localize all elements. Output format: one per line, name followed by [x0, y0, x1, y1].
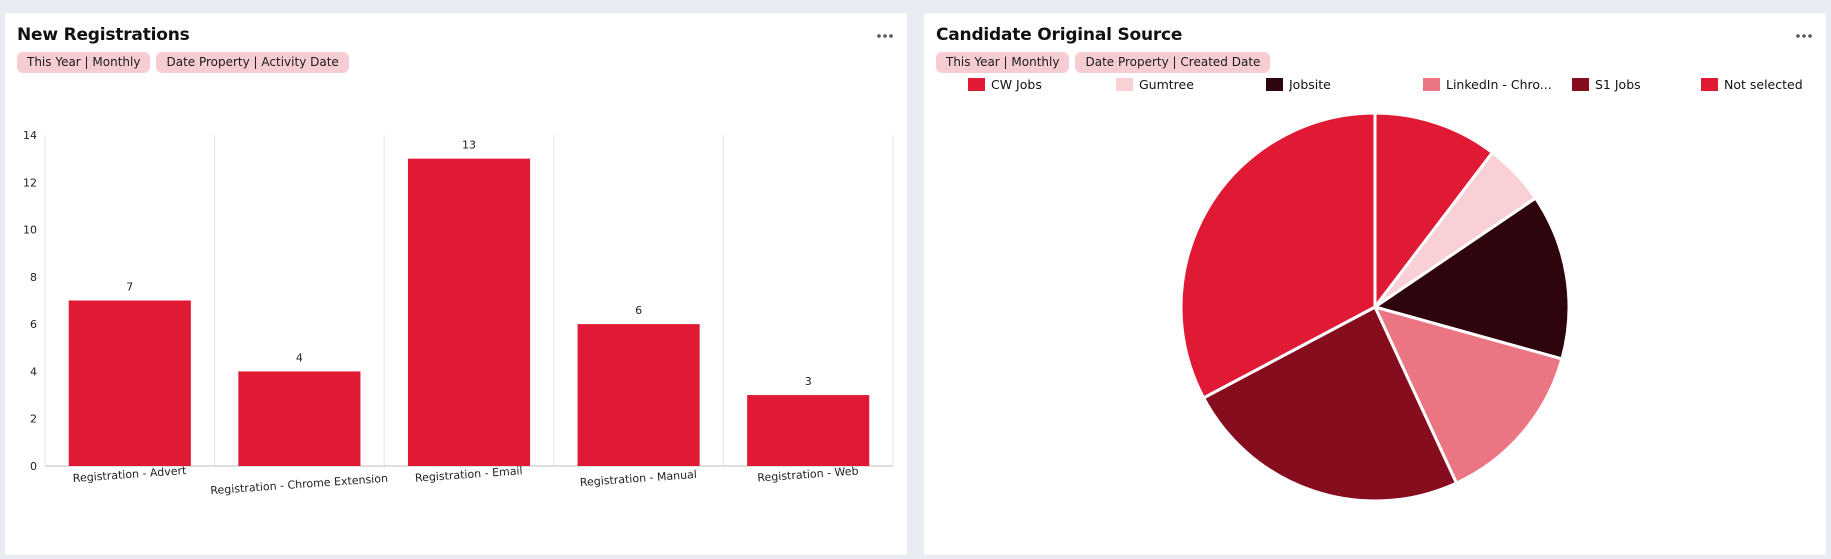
legend-swatch [1116, 78, 1133, 91]
pie-chart [1179, 111, 1571, 503]
legend-label: LinkedIn - Chro... [1446, 77, 1552, 92]
bar-chart: 0 2 4 6 8 10 12 14 7 Registration - Advert 4 Regist… [23, 129, 894, 497]
legend-label: CW Jobs [991, 77, 1042, 92]
legend-item[interactable]: Jobsite [1266, 77, 1331, 92]
y-tick-label: 12 [23, 176, 37, 189]
y-tick-label: 10 [23, 224, 37, 237]
bar[interactable] [68, 300, 191, 467]
date-property-pill[interactable]: Date Property | Created Date [1075, 52, 1271, 73]
legend-item[interactable]: S1 Jobs [1572, 77, 1641, 92]
bar[interactable] [407, 158, 531, 466]
y-tick-label: 0 [30, 460, 37, 473]
legend-swatch [1701, 78, 1718, 91]
bar[interactable] [238, 371, 361, 466]
y-tick-label: 4 [30, 365, 37, 378]
more-options-icon[interactable] [1794, 31, 1814, 41]
legend-swatch [1572, 78, 1589, 91]
legend-swatch [1423, 78, 1440, 91]
filter-pills: This Year | Monthly Date Property | Crea… [936, 52, 1271, 73]
legend-item[interactable]: Gumtree [1116, 77, 1194, 92]
x-tick-label: Registration - Chrome Extension [210, 472, 388, 497]
data-label: 3 [805, 375, 812, 388]
data-label: 4 [296, 351, 303, 364]
x-tick-label: Registration - Advert [72, 464, 187, 485]
data-label: 7 [126, 281, 133, 294]
pie-slice[interactable] [1372, 304, 1564, 486]
x-tick-label: Registration - Manual [579, 468, 697, 489]
pie-legend: CW Jobs Gumtree Jobsite LinkedIn - Chro... S… [968, 77, 1818, 95]
legend-label: Gumtree [1139, 77, 1194, 92]
filter-pills: This Year | Monthly Date Property | Acti… [17, 52, 349, 73]
pie-slice[interactable] [1373, 111, 1495, 312]
pie-slice[interactable] [1201, 304, 1459, 503]
y-tick-label: 14 [23, 129, 37, 142]
card-title: New Registrations [17, 25, 190, 45]
candidate-original-source-card: Candidate Original Source This Year | Mo… [924, 13, 1826, 555]
legend-item[interactable]: Not selected [1701, 77, 1803, 92]
y-tick-label: 8 [30, 271, 37, 284]
bar[interactable] [577, 324, 700, 466]
card-title: Candidate Original Source [936, 25, 1183, 45]
pie-slice[interactable] [1179, 111, 1377, 400]
x-tick-label: Registration - Web [757, 464, 859, 484]
pie-slice[interactable] [1371, 196, 1571, 361]
date-range-pill[interactable]: This Year | Monthly [17, 52, 151, 73]
y-tick-label: 6 [30, 318, 37, 331]
data-label: 13 [462, 139, 476, 152]
data-label: 6 [635, 304, 642, 317]
legend-swatch [968, 78, 985, 91]
x-tick-label: Registration - Email [415, 464, 523, 484]
new-registrations-card: New Registrations This Year | Monthly Da… [5, 13, 907, 555]
legend-item[interactable]: LinkedIn - Chro... [1423, 77, 1552, 92]
legend-swatch [1266, 78, 1283, 91]
date-range-pill[interactable]: This Year | Monthly [936, 52, 1070, 73]
date-property-pill[interactable]: Date Property | Activity Date [156, 52, 349, 73]
y-tick-label: 2 [30, 413, 37, 426]
legend-label: Not selected [1724, 77, 1803, 92]
more-options-icon[interactable] [875, 31, 895, 41]
bar[interactable] [747, 395, 870, 466]
legend-label: S1 Jobs [1595, 77, 1641, 92]
legend-item[interactable]: CW Jobs [968, 77, 1042, 92]
legend-label: Jobsite [1289, 77, 1331, 92]
